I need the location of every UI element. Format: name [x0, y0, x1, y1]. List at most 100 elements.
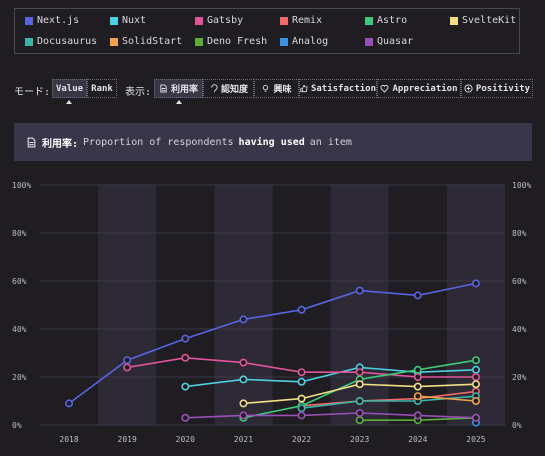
data-point — [239, 411, 248, 420]
tab-positivity[interactable]: Positivity — [461, 79, 533, 98]
data-point — [355, 368, 364, 377]
legend-label: Next.js — [37, 15, 80, 26]
data-point — [297, 394, 306, 403]
display-label: 表示: — [125, 87, 152, 98]
data-point — [239, 358, 248, 367]
column-band — [98, 185, 157, 425]
legend-item[interactable]: SolidStart — [110, 36, 182, 47]
data-point — [413, 365, 422, 374]
data-point — [65, 399, 74, 408]
tab-satisfaction[interactable]: Satisfaction — [299, 79, 377, 98]
y-tick-label-left: 0% — [12, 421, 22, 430]
thumbs-up-icon — [300, 84, 308, 93]
legend-item[interactable]: Docusaurus — [25, 36, 97, 47]
tab-interest[interactable]: 興味 — [254, 79, 299, 98]
series-line — [301, 390, 477, 407]
legend-item[interactable]: Quasar — [365, 36, 413, 47]
y-tick-label-right: 20% — [512, 373, 527, 382]
y-tick-label-right: 100% — [512, 181, 531, 190]
data-point — [297, 305, 306, 314]
tab-appreciation[interactable]: Appreciation — [377, 79, 461, 98]
legend-label: SolidStart — [122, 36, 183, 47]
metric-text-after: an item — [309, 136, 352, 148]
legend-swatch — [110, 16, 118, 25]
value-mode-button[interactable]: Value — [52, 79, 87, 98]
data-point — [413, 291, 422, 300]
data-point — [181, 382, 190, 391]
legend-label: Gatsby — [207, 15, 244, 26]
legend-item[interactable]: SvelteKit — [450, 15, 516, 26]
tab-interest-label: 興味 — [273, 85, 292, 95]
data-point — [239, 315, 248, 324]
y-tick-label-left: 20% — [12, 373, 27, 382]
data-point — [413, 392, 422, 401]
x-tick-label: 2025 — [466, 435, 485, 444]
data-point — [181, 334, 190, 343]
legend-item[interactable]: Deno Fresh — [195, 36, 267, 47]
legend: Next.js Nuxt Gatsby Remix Astro SvelteKit Docu… — [14, 8, 520, 54]
heart-icon — [380, 85, 389, 93]
legend-item[interactable]: Astro — [365, 15, 407, 26]
data-point — [471, 413, 480, 422]
data-point — [355, 286, 364, 295]
legend-label: Astro — [377, 15, 408, 26]
rank-mode-label: Rank — [91, 83, 113, 94]
legend-label: Quasar — [377, 36, 414, 47]
data-point — [297, 404, 306, 413]
data-point — [355, 416, 364, 425]
data-point — [413, 411, 422, 420]
data-point — [297, 411, 306, 420]
legend-swatch — [450, 16, 458, 25]
series-line — [185, 366, 476, 388]
data-point — [471, 373, 480, 382]
data-point — [297, 377, 306, 386]
legend-item[interactable]: Nuxt — [110, 15, 146, 26]
value-mode-label: Value — [55, 83, 84, 94]
series-line — [417, 395, 477, 402]
data-point — [471, 380, 480, 389]
legend-swatch — [25, 37, 33, 46]
y-tick-label-left: 80% — [12, 229, 27, 238]
y-tick-label-right: 60% — [512, 277, 527, 286]
x-tick-label: 2022 — [292, 435, 311, 444]
x-tick-label: 2018 — [59, 435, 78, 444]
legend-swatch — [365, 37, 373, 46]
legend-swatch — [195, 37, 203, 46]
legend-label: Nuxt — [122, 15, 147, 26]
document-icon — [160, 84, 167, 93]
x-tick-label: 2023 — [350, 435, 369, 444]
data-point — [355, 397, 364, 406]
legend-label: Docusaurus — [37, 36, 98, 47]
data-point — [413, 373, 422, 382]
legend-item[interactable]: Analog — [280, 36, 328, 47]
data-point — [123, 356, 132, 365]
legend-label: Deno Fresh — [207, 36, 268, 47]
legend-item[interactable]: Remix — [280, 15, 322, 26]
x-tick-label: 2024 — [408, 435, 427, 444]
tab-usage[interactable]: 利用率 — [154, 79, 203, 98]
legend-swatch — [365, 16, 373, 25]
data-point — [471, 279, 480, 288]
plus-circle-icon — [464, 84, 473, 93]
controls-bar: モード: Value Rank 表示: 利用率 認知度 興味 Satisfact… — [14, 79, 534, 104]
legend-item[interactable]: Next.js — [25, 15, 79, 26]
data-point — [471, 397, 480, 406]
tab-positivity-label: Positivity — [475, 83, 531, 94]
tab-usage-label: 利用率 — [170, 85, 198, 95]
usage-selected-caret — [176, 100, 182, 104]
rank-mode-button[interactable]: Rank — [87, 79, 117, 98]
data-point — [181, 413, 190, 422]
legend-label: SvelteKit — [462, 15, 517, 26]
legend-swatch — [280, 37, 288, 46]
data-point — [239, 375, 248, 384]
tab-satisfaction-label: Satisfaction — [310, 83, 376, 94]
legend-swatch — [25, 16, 33, 25]
lightbulb-icon — [263, 84, 269, 92]
ear-icon — [211, 84, 218, 93]
tab-awareness[interactable]: 認知度 — [203, 79, 254, 98]
series-line — [185, 412, 476, 419]
x-tick-label: 2020 — [176, 435, 195, 444]
y-tick-label-left: 40% — [12, 325, 27, 334]
tab-appreciation-label: Appreciation — [392, 83, 458, 94]
legend-item[interactable]: Gatsby — [195, 15, 243, 26]
